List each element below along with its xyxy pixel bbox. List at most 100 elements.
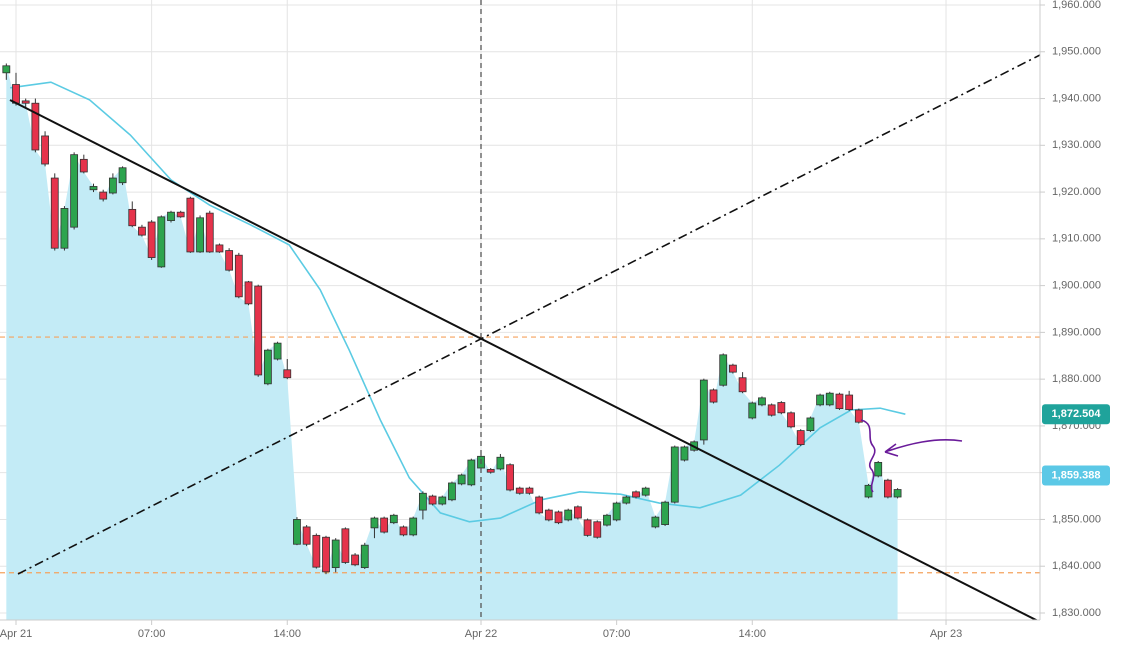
candle-body [331,539,340,569]
candle-body [2,65,11,74]
candle-body [380,517,389,533]
y-tick-label: 1,850.000 [1052,513,1101,525]
candle-body [758,397,766,406]
candle-body [31,102,40,151]
candle-body [370,517,379,529]
candle-body [389,514,398,524]
candle-body [486,469,495,473]
candle-body [835,393,844,410]
candle-body [341,528,350,563]
candle-body [41,135,49,165]
candle-body [699,379,708,441]
candle-body [176,211,185,218]
y-tick-label: 1,900.000 [1052,280,1101,292]
candle-body [283,369,292,379]
candle-body [360,544,369,569]
candle-body [661,501,669,525]
candle-body [564,509,573,521]
candle-body [535,496,544,514]
x-tick-label: 14:00 [273,628,301,640]
candle-body [138,226,146,236]
y-tick-label: 1,940.000 [1052,92,1101,104]
x-tick-label: 07:00 [138,628,166,640]
candle-body [670,446,679,503]
candle-body [409,517,418,536]
y-tick-label: 1,840.000 [1052,560,1101,572]
candle-body [186,197,195,253]
candle-body [215,244,224,253]
x-tick-label: 07:00 [603,628,631,640]
annotation-scribble [860,419,876,493]
candle-body [273,342,282,360]
candle-body [263,349,272,385]
candle-body [884,479,892,498]
candle-body [467,459,476,486]
x-tick-label: Apr 23 [930,628,962,640]
candle-body [428,495,437,505]
y-tick-label: 1,910.000 [1052,233,1101,245]
annotation-arrow [884,439,963,457]
candle-body [399,526,408,536]
candle-body [767,404,776,416]
candle-body [128,208,137,227]
candle-body [244,281,253,305]
candle-body [302,526,311,545]
trend-line [9,99,1039,620]
candle-body [21,100,30,104]
candle-body [12,84,20,104]
candle-body [641,487,650,496]
candle-body [70,154,79,228]
candle-body [89,186,98,191]
candle-body [612,502,621,521]
candle-body [506,464,514,491]
candle-body [167,211,175,222]
candle-body [50,177,59,249]
candle-body [748,402,757,419]
candle-body [351,554,359,566]
candle-body [79,158,88,173]
candle-body [496,456,505,470]
candle-body [854,409,863,423]
candle-body [651,516,660,528]
candle-body [603,514,611,526]
candle-body [787,412,795,428]
candle-body [554,511,563,524]
y-tick-label: 1,880.000 [1052,373,1101,385]
candle-body [457,474,466,485]
candle-body [418,492,427,511]
candle-body [709,389,718,403]
drawings [9,0,1040,620]
candle-body [254,285,263,376]
price-badge [1042,404,1110,425]
candle-body [293,519,301,545]
y-tick-label: 1,830.000 [1052,607,1101,619]
candle-body [825,392,834,406]
y-tick-label: 1,890.000 [1052,326,1101,338]
price-badge-label: 1,859.388 [1052,469,1101,481]
candle-body [157,216,166,268]
candle-body [738,377,747,393]
candle-body [234,254,243,298]
y-tick-label: 1,930.000 [1052,139,1101,151]
candle-body [573,506,582,519]
candle-body [893,489,902,498]
candle-body [632,491,640,498]
y-tick-label: 1,920.000 [1052,186,1101,198]
x-tick-label: Apr 22 [465,628,497,640]
candle-body [796,430,805,446]
candle-body [816,394,824,406]
x-tick-label: 14:00 [739,628,767,640]
candle-body [118,167,127,184]
y-tick-label: 1,960.000 [1052,0,1101,11]
candle-body [777,402,786,414]
candle-body [322,536,330,573]
candle-body [147,221,156,258]
candle-body [728,364,737,373]
price-badge [1042,465,1110,486]
axes: 1,830.0001,840.0001,850.0001,860.0001,87… [0,0,1110,640]
candle-body [108,177,117,194]
candle-body [593,521,602,538]
price-badge-label: 1,872.504 [1052,408,1102,420]
